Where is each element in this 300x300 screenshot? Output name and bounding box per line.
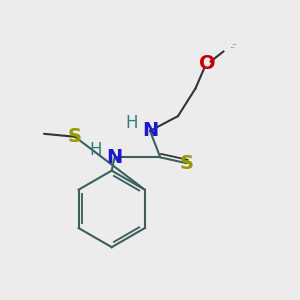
Text: N: N: [106, 148, 123, 167]
Text: methyl: methyl: [232, 44, 237, 46]
Text: S: S: [180, 154, 194, 173]
Text: H: H: [125, 115, 138, 133]
Text: methyl: methyl: [231, 47, 236, 48]
Text: H: H: [89, 141, 102, 159]
Text: O: O: [199, 54, 216, 73]
Text: S: S: [68, 127, 82, 146]
Text: N: N: [142, 122, 158, 140]
